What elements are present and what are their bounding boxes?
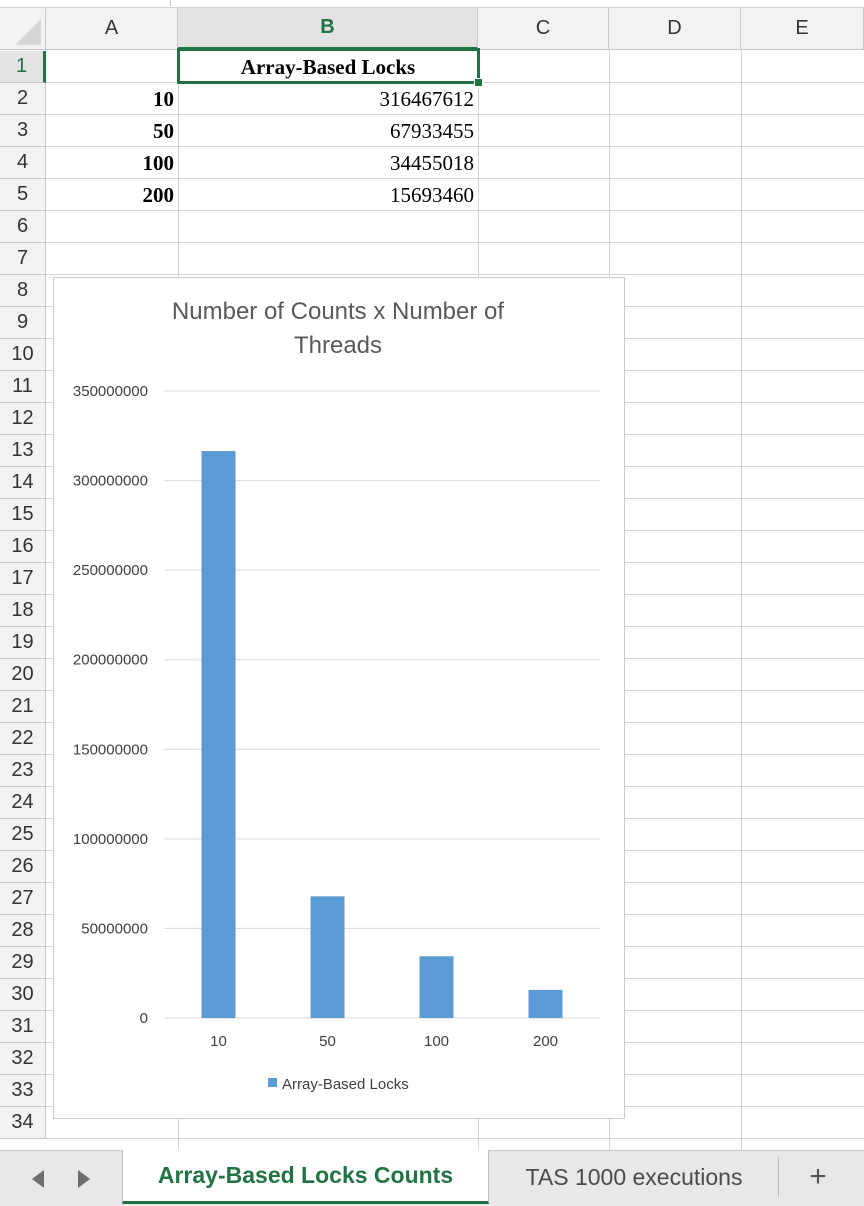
- cell-b1[interactable]: Array-Based Locks: [240, 54, 416, 79]
- legend-label: Array-Based Locks: [282, 1076, 409, 1093]
- spreadsheet-grid[interactable]: A B C D E 1 2 3 4 5 6 7 8 9 10 11 12 13 14 15 16 17 18 19 2…: [0, 0, 864, 1150]
- row-header[interactable]: 24: [0, 787, 46, 819]
- row-gridline: [46, 114, 864, 115]
- legend-swatch: [268, 1078, 277, 1087]
- add-sheet-button[interactable]: +: [809, 1160, 827, 1193]
- row-header[interactable]: 29: [0, 947, 46, 979]
- row-header[interactable]: 33: [0, 1075, 46, 1107]
- bar-100[interactable]: [419, 956, 454, 1018]
- row-header[interactable]: 1: [0, 51, 46, 83]
- row-header[interactable]: 9: [0, 307, 46, 339]
- row-header[interactable]: 14: [0, 467, 46, 499]
- row-header[interactable]: 17: [0, 563, 46, 595]
- row-header[interactable]: 25: [0, 819, 46, 851]
- chart-canvas: Number of Counts x Number of Threads 0 50…: [73, 298, 600, 1093]
- row-header[interactable]: 28: [0, 915, 46, 947]
- row-header[interactable]: 10: [0, 339, 46, 371]
- row-header[interactable]: 31: [0, 1011, 46, 1043]
- column-header-d[interactable]: D: [609, 8, 741, 50]
- column-header-a[interactable]: A: [46, 8, 178, 50]
- row-header[interactable]: 5: [0, 179, 46, 211]
- next-sheet-button[interactable]: [72, 1167, 96, 1191]
- row-header[interactable]: 18: [0, 595, 46, 627]
- bar-chart[interactable]: Number of Counts x Number of Threads 0 50…: [53, 277, 625, 1119]
- tab-separator: [778, 1157, 779, 1197]
- tab-tas-1000-executions[interactable]: TAS 1000 executions: [525, 1163, 743, 1190]
- row-header[interactable]: 12: [0, 403, 46, 435]
- cell-b5[interactable]: 15693460: [390, 182, 474, 207]
- y-tick-label: 300000000: [73, 473, 148, 490]
- cell-b2[interactable]: 316467612: [379, 86, 475, 111]
- cell-b3[interactable]: 67933455: [390, 118, 474, 143]
- row-gridline: [46, 146, 864, 147]
- y-tick-label: 350000000: [73, 383, 148, 400]
- fill-handle[interactable]: [474, 78, 483, 87]
- column-header-e[interactable]: E: [741, 8, 864, 50]
- y-tick-label: 200000000: [73, 652, 148, 669]
- cell-a5[interactable]: 200: [142, 182, 175, 207]
- y-tick-label: 150000000: [73, 741, 148, 758]
- row-header[interactable]: 11: [0, 371, 46, 403]
- row-header[interactable]: 20: [0, 659, 46, 691]
- bar-10[interactable]: [201, 451, 236, 1018]
- column-header-c[interactable]: C: [478, 8, 609, 50]
- active-cell-outline: [177, 48, 480, 84]
- row-gridline: [46, 274, 864, 275]
- row-header[interactable]: 23: [0, 755, 46, 787]
- chevron-left-icon: [32, 1170, 44, 1188]
- row-header[interactable]: 32: [0, 1043, 46, 1075]
- bar-50[interactable]: [310, 896, 345, 1018]
- tab-array-based-locks-counts[interactable]: Array-Based Locks Counts: [122, 1150, 489, 1204]
- row-header[interactable]: 21: [0, 691, 46, 723]
- row-header[interactable]: 15: [0, 499, 46, 531]
- cell-a3[interactable]: 50: [153, 118, 174, 143]
- x-tick-label: 50: [319, 1033, 336, 1050]
- cell-a4[interactable]: 100: [142, 150, 175, 175]
- chart-title-line-1: Number of Counts x Number of: [172, 298, 504, 325]
- row-header[interactable]: 6: [0, 211, 46, 243]
- row-header[interactable]: 3: [0, 115, 46, 147]
- chart-title-line-2: Threads: [294, 332, 382, 359]
- row-gridline: [46, 210, 864, 211]
- row-header[interactable]: 22: [0, 723, 46, 755]
- chevron-right-icon: [78, 1170, 90, 1188]
- row-gridline: [46, 1138, 864, 1139]
- row-header[interactable]: 26: [0, 851, 46, 883]
- row-header[interactable]: 8: [0, 275, 46, 307]
- row-header[interactable]: 16: [0, 531, 46, 563]
- row-header[interactable]: 13: [0, 435, 46, 467]
- cell-a2[interactable]: 10: [153, 86, 174, 111]
- previous-sheet-button[interactable]: [26, 1167, 50, 1191]
- sheet-tab-bar: Array-Based Locks Counts TAS 1000 execut…: [0, 1150, 864, 1206]
- x-tick-label: 10: [210, 1033, 227, 1050]
- row-header[interactable]: 34: [0, 1107, 46, 1139]
- row-header[interactable]: 27: [0, 883, 46, 915]
- row-gridline: [46, 242, 864, 243]
- x-tick-label: 100: [424, 1033, 449, 1050]
- column-gridline: [741, 50, 742, 1150]
- y-tick-label: 100000000: [73, 831, 148, 848]
- y-tick-label: 250000000: [73, 562, 148, 579]
- row-header[interactable]: 19: [0, 627, 46, 659]
- select-all-corner[interactable]: [0, 8, 46, 50]
- y-tick-label: 50000000: [81, 920, 148, 937]
- row-header[interactable]: 2: [0, 83, 46, 115]
- row-header[interactable]: 30: [0, 979, 46, 1011]
- column-header-b[interactable]: B: [178, 8, 478, 50]
- row-header[interactable]: 7: [0, 243, 46, 275]
- cell-b4[interactable]: 34455018: [390, 150, 474, 175]
- row-header[interactable]: 4: [0, 147, 46, 179]
- y-tick-label: 0: [140, 1010, 148, 1027]
- x-tick-label: 200: [533, 1033, 558, 1050]
- bar-200[interactable]: [528, 989, 563, 1018]
- row-gridline: [46, 178, 864, 179]
- top-ruler: [0, 0, 864, 8]
